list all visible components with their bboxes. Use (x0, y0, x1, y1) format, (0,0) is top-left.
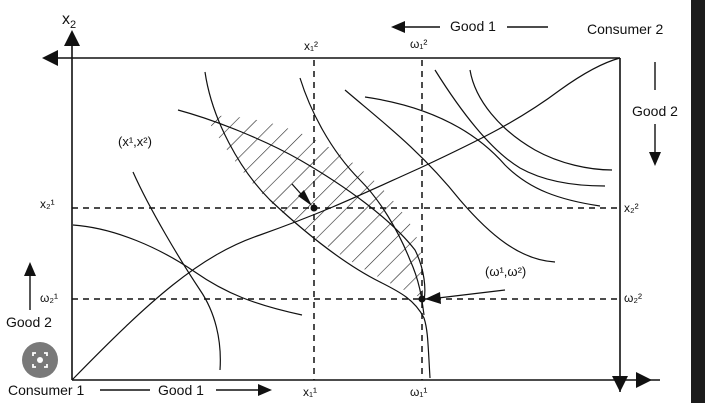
consumer2-good2-label: Good 2 (632, 103, 678, 119)
endowment-arrowhead (425, 292, 441, 304)
consumer1-good2-label: Good 2 (6, 314, 52, 330)
consumer1-good1-label: Good 1 (158, 382, 204, 398)
c2-indifference-curve-inner (299, 77, 425, 316)
label-w2-1: ω₂¹ (40, 291, 58, 305)
contract-curve (71, 57, 621, 381)
label-x2-1: x₂¹ (40, 197, 55, 211)
label-w2-2: ω₂² (624, 291, 642, 305)
consumer2-label: Consumer 2 (587, 21, 663, 37)
label-x1-1: x₁¹ (303, 385, 317, 399)
consumer2-good2-arrowhead (649, 152, 661, 166)
c2-indifference-curve-upper (364, 96, 601, 207)
c1-indifference-curve-low (72, 224, 303, 316)
consumer1-good2-arrowhead (24, 262, 36, 276)
c2-indifference-curve-top (434, 69, 606, 187)
c1-indifference-curve-outer (177, 109, 426, 301)
label-x1-2: x₁² (304, 39, 318, 53)
endowment-label: (ω¹,ω²) (485, 264, 526, 279)
consumer1-x-arrowhead (636, 372, 652, 388)
c1-indifference-curve-left (132, 171, 221, 371)
consumer2-good1-label: Good 1 (450, 18, 496, 34)
lens-search-icon[interactable] (22, 342, 58, 378)
consumer2-top-arrowhead (42, 50, 58, 66)
window-edge-strip (691, 0, 705, 403)
endowment-point (418, 295, 426, 303)
consumer2-good1-arrowhead (391, 21, 405, 33)
c1-indifference-curve-mid (204, 71, 431, 379)
consumer2-right-arrowhead (612, 376, 628, 392)
consumer1-y-axis-label: x2 (62, 11, 76, 31)
allocation-point (310, 204, 318, 212)
label-x2-2: x₂² (624, 201, 639, 215)
c2-indifference-curve-center (344, 89, 556, 263)
consumer1-label: Consumer 1 (8, 382, 84, 398)
label-w1-2: ω₁² (410, 37, 427, 51)
label-w1-1: ω₁¹ (410, 385, 427, 399)
consumer1-axis-arrowhead (64, 30, 80, 46)
allocation-label: (x¹,x²) (118, 134, 152, 149)
c2-indifference-curve-right (469, 69, 613, 171)
endowment-arrow-shaft (437, 289, 506, 299)
consumer1-good1-arrowhead (258, 384, 272, 396)
allocation-arrow-shaft (291, 183, 311, 205)
